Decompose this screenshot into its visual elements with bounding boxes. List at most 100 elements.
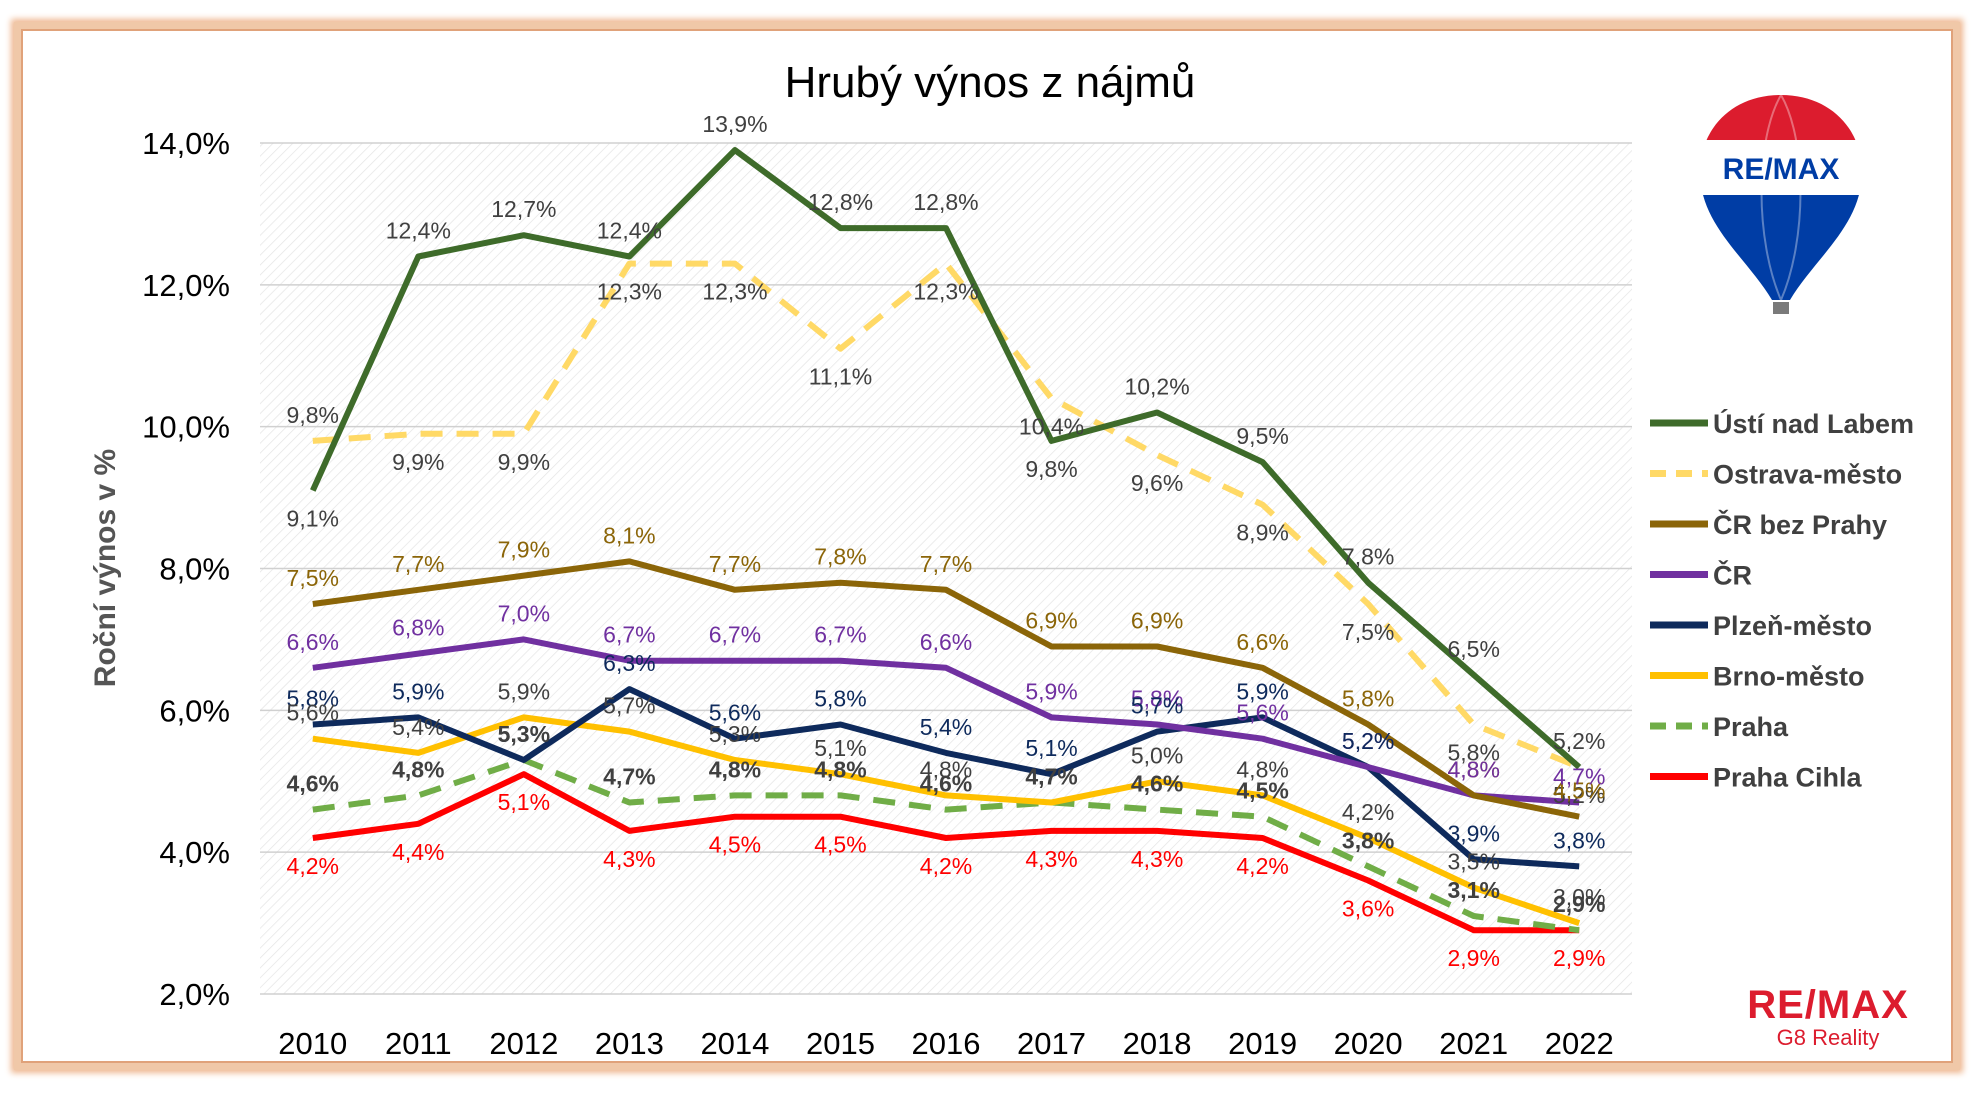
- x-tick-label: 2019: [1228, 1026, 1297, 1061]
- y-tick-label: 2,0%: [159, 977, 230, 1012]
- data-label: 4,8%: [1447, 756, 1499, 782]
- data-label: 7,7%: [709, 551, 761, 577]
- data-label: 9,8%: [287, 402, 339, 428]
- data-label: 9,1%: [287, 505, 339, 531]
- data-label: 4,8%: [1236, 756, 1288, 782]
- y-tick-label: 10,0%: [142, 410, 230, 445]
- data-label: 6,6%: [1236, 629, 1288, 655]
- data-label: 6,5%: [1447, 636, 1499, 662]
- data-label: 13,9%: [702, 111, 767, 137]
- y-tick-label: 14,0%: [142, 126, 230, 161]
- y-tick-label: 8,0%: [159, 552, 230, 587]
- data-label: 5,0%: [1131, 742, 1183, 768]
- data-label: 4,8%: [1447, 756, 1499, 782]
- balloon-logo-text: RE/MAX: [1723, 153, 1840, 186]
- data-label: 5,4%: [920, 714, 972, 740]
- series-line-7: [312, 771, 1580, 934]
- series-line-5: [312, 714, 1581, 926]
- data-label: 5,8%: [287, 686, 339, 712]
- data-label: 4,7%: [603, 764, 655, 790]
- legend: Ústí nad Labem Ostrava-město ČR bez Prahy Č…: [1650, 408, 1914, 793]
- data-label: 3,5%: [1447, 849, 1499, 875]
- data-label: 5,9%: [1236, 678, 1288, 704]
- data-label: 7,5%: [287, 565, 339, 591]
- data-label: 6,9%: [1131, 608, 1183, 634]
- data-label: 5,2%: [1342, 728, 1394, 754]
- data-label: 7,0%: [498, 600, 550, 626]
- x-tick-label: 2016: [912, 1026, 981, 1061]
- data-label: 5,3%: [709, 721, 761, 747]
- data-label: 4,4%: [392, 839, 444, 865]
- y-axis-ticks: 2,0% 4,0% 6,0% 8,0% 10,0% 12,0% 14,0%: [142, 126, 230, 1012]
- x-tick-label: 2014: [700, 1026, 769, 1061]
- data-label: 4,7%: [1025, 764, 1077, 790]
- data-label: 9,9%: [392, 449, 444, 475]
- data-label: 6,6%: [920, 629, 972, 655]
- data-label: 5,2%: [1553, 782, 1605, 808]
- legend-label: Ostrava-město: [1713, 460, 1902, 490]
- data-label: 12,3%: [597, 279, 662, 305]
- data-label: 3,9%: [1447, 820, 1499, 846]
- y-tick-label: 12,0%: [142, 268, 230, 303]
- data-label: 9,5%: [1236, 423, 1288, 449]
- x-tick-label: 2015: [806, 1026, 875, 1061]
- series-line-0: [310, 147, 1582, 770]
- data-label: 4,2%: [920, 853, 972, 879]
- data-label: 5,9%: [498, 678, 550, 704]
- data-label: 9,9%: [498, 449, 550, 475]
- data-label: 4,5%: [1236, 778, 1288, 804]
- data-label: 10,4%: [1019, 413, 1084, 439]
- x-tick-label: 2013: [595, 1026, 664, 1061]
- data-label: 10,2%: [1124, 373, 1189, 399]
- data-label: 4,5%: [814, 832, 866, 858]
- data-label: 7,7%: [392, 551, 444, 577]
- data-label: 3,8%: [1553, 827, 1605, 853]
- data-label: 4,2%: [1236, 853, 1288, 879]
- series-lines: [310, 147, 1582, 934]
- data-label: 5,9%: [1025, 678, 1077, 704]
- data-label: 4,3%: [1131, 846, 1183, 872]
- data-labels: 9,1% 12,4% 12,7% 12,4% 13,9% 12,8% 12,8% 9,8% 10…: [287, 111, 1606, 971]
- legend-label: ČR: [1713, 560, 1752, 591]
- brand-logo: RE/MAX G8 Reality: [1728, 985, 1928, 1051]
- gridlines: [260, 142, 1632, 995]
- legend-label: ČR bez Prahy: [1713, 509, 1887, 540]
- legend-label: Praha: [1713, 712, 1789, 742]
- data-label: 7,7%: [920, 551, 972, 577]
- data-label: 12,8%: [808, 189, 873, 215]
- data-label: 12,7%: [491, 196, 556, 222]
- data-label: 3,0%: [1553, 884, 1605, 910]
- brand-name: RE/MAX: [1747, 983, 1909, 1027]
- data-label: 4,2%: [287, 853, 339, 879]
- data-label: 3,1%: [1447, 877, 1499, 903]
- data-label: 8,1%: [603, 522, 655, 548]
- y-axis-label: Roční výnos v %: [89, 449, 122, 687]
- data-label: 7,8%: [814, 544, 866, 570]
- x-tick-label: 2022: [1545, 1026, 1614, 1061]
- data-label: 4,8%: [392, 756, 444, 782]
- data-label: 5,3%: [498, 721, 550, 747]
- data-label: 5,6%: [709, 700, 761, 726]
- data-label: 5,7%: [603, 693, 655, 719]
- data-label: 12,3%: [702, 279, 767, 305]
- data-label: 4,2%: [1342, 799, 1394, 825]
- data-label: 6,7%: [709, 622, 761, 648]
- data-label: 6,7%: [603, 622, 655, 648]
- data-label: 2,9%: [1553, 945, 1605, 971]
- x-tick-label: 2010: [278, 1026, 347, 1061]
- x-tick-label: 2021: [1439, 1026, 1508, 1061]
- legend-label: Ústí nad Labem: [1713, 408, 1914, 439]
- data-label: 5,7%: [1131, 693, 1183, 719]
- data-label: 4,7%: [1553, 764, 1605, 790]
- chart-title: Hrubý výnos z nájmů: [785, 58, 1196, 107]
- data-label: 6,9%: [1025, 608, 1077, 634]
- data-label: 8,9%: [1236, 520, 1288, 546]
- data-label: 5,6%: [287, 700, 339, 726]
- balloon-basket-icon: [1773, 302, 1789, 314]
- x-tick-label: 2018: [1123, 1026, 1192, 1061]
- x-tick-label: 2017: [1017, 1026, 1086, 1061]
- data-label: 5,2%: [1342, 728, 1394, 754]
- data-label: 5,8%: [814, 686, 866, 712]
- data-label: 4,7%: [1025, 764, 1077, 790]
